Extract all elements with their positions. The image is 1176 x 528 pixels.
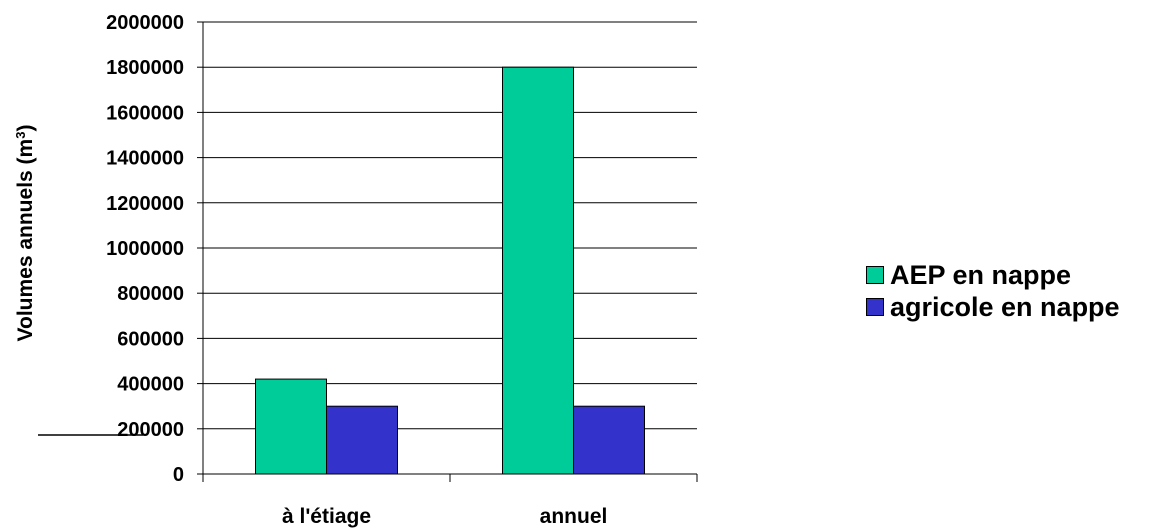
y-tick-label: 200000 <box>117 419 184 441</box>
legend-item: agricole en nappe <box>866 291 1120 323</box>
y-tick-labels: 0 200000 400000 600000 800000 1000000 1200000 1… <box>106 12 184 486</box>
y-tick-label: 0 <box>173 464 184 486</box>
y-axis-label: Volumes annuels (m3) <box>13 125 38 342</box>
bar-aep-1 <box>502 66 574 475</box>
y-tick-label: 2000000 <box>106 12 184 34</box>
y-tick-label: 600000 <box>117 328 184 350</box>
y-tick-label: 1000000 <box>106 238 184 260</box>
legend-swatch <box>866 298 884 316</box>
legend-label: agricole en nappe <box>890 291 1120 322</box>
bar-aep-0 <box>255 378 327 475</box>
y-tick-label: 1400000 <box>106 148 184 170</box>
bar-agricole-1 <box>573 405 645 475</box>
y-tick-label: 1200000 <box>106 193 184 215</box>
y-tick-label: 800000 <box>117 283 184 305</box>
bars <box>255 66 645 475</box>
bar-agricole-0 <box>326 405 398 475</box>
axes <box>202 22 698 482</box>
legend: AEP en nappe agricole en nappe <box>866 259 1120 323</box>
y-tick-label: 1800000 <box>106 57 184 79</box>
y-tick-label: 1600000 <box>106 102 184 124</box>
category-label: à l'étiage <box>282 505 371 528</box>
y-tick-label: 400000 <box>117 374 184 396</box>
legend-item: AEP en nappe <box>866 259 1120 291</box>
category-labels: à l'étiage annuel <box>282 505 607 528</box>
legend-swatch <box>866 266 884 284</box>
category-label: annuel <box>540 505 608 528</box>
legend-label: AEP en nappe <box>890 259 1072 290</box>
